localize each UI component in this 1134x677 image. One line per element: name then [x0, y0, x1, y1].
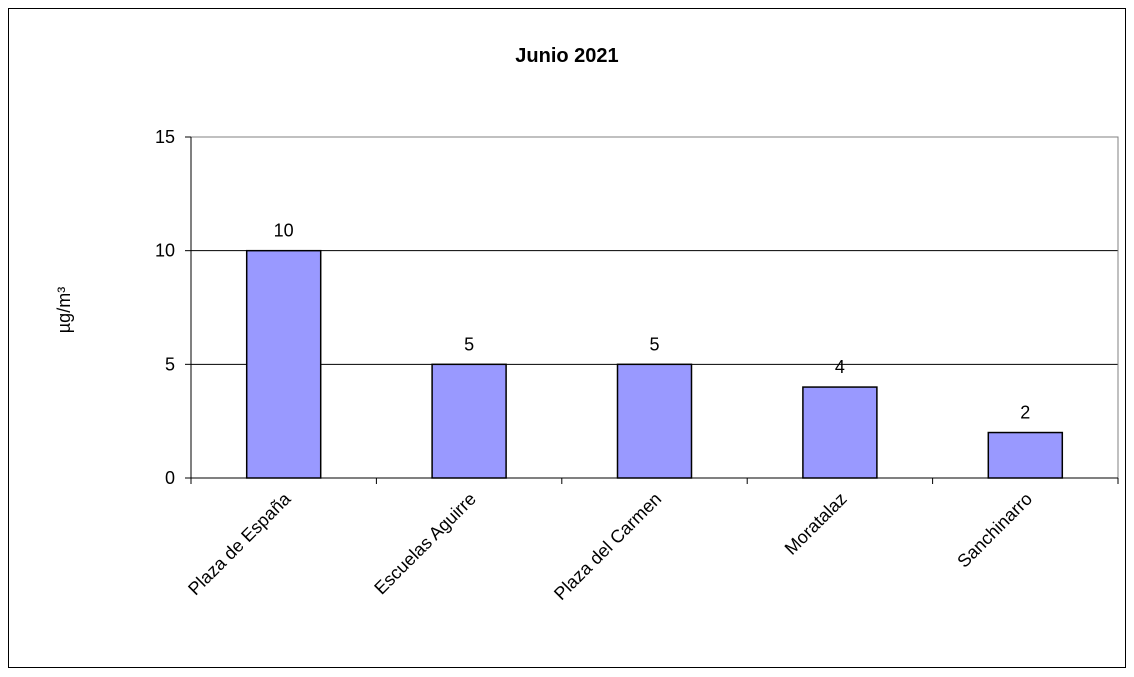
x-category-label: Plaza de España: [184, 488, 295, 599]
bars: [245, 249, 1064, 479]
bar: [987, 431, 1064, 479]
data-label: 2: [1020, 403, 1030, 423]
chart-title: Junio 2021: [515, 45, 618, 67]
y-axis-label: µg/m³: [54, 287, 74, 333]
bar: [245, 249, 322, 479]
chart-frame: [8, 8, 1126, 668]
x-category-label: Escuelas Aguirre: [370, 489, 480, 599]
data-label: 10: [274, 221, 294, 241]
bar: [616, 363, 693, 479]
y-tick-label: 0: [165, 468, 175, 488]
y-tick-label: 15: [155, 127, 175, 147]
x-category-label: Plaza del Carmen: [550, 489, 665, 604]
x-category-label: Sanchinarro: [953, 489, 1036, 572]
y-tick-label: 5: [165, 354, 175, 374]
data-labels: 10 5 5 4 2: [274, 221, 1031, 423]
y-tick-label: 10: [155, 241, 175, 261]
bar: [802, 386, 878, 479]
bar: [431, 363, 507, 479]
gridlines: [191, 136, 1118, 365]
data-label: 5: [649, 334, 659, 354]
data-label: 5: [464, 334, 474, 354]
data-label: 4: [835, 357, 845, 377]
x-category-label: Moratalaz: [781, 489, 851, 559]
